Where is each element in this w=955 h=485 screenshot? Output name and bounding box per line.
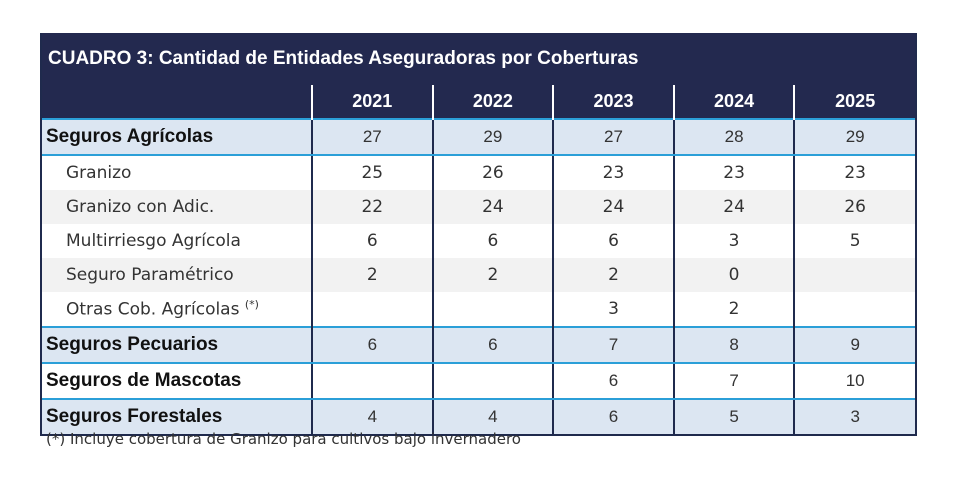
row-label: Seguros de Mascotas bbox=[42, 363, 312, 400]
cell-value: 23 bbox=[793, 155, 915, 190]
cell-value: 28 bbox=[672, 118, 795, 156]
header-year-2023: 2023 bbox=[552, 85, 674, 119]
cell-value: 27 bbox=[311, 118, 433, 156]
footnote-marker: (*) bbox=[244, 298, 259, 312]
footnote: (*) Incluye cobertura de Granizo para cu… bbox=[46, 430, 521, 448]
header-blank bbox=[42, 85, 312, 119]
row-label: Seguros Agrícolas bbox=[42, 118, 312, 156]
cell-value: 6 bbox=[552, 224, 674, 258]
row-seguros-pecuarios: Seguros Pecuarios 6 6 7 8 9 bbox=[42, 326, 915, 364]
row-seguro-parametrico: Seguro Paramétrico 2 2 2 0 bbox=[42, 258, 915, 292]
cell-value: 2 bbox=[311, 258, 433, 292]
cell-value: 7 bbox=[552, 326, 674, 364]
cell-value: 6 bbox=[311, 326, 433, 364]
cell-value: 23 bbox=[672, 155, 795, 190]
cell-value: 6 bbox=[431, 224, 554, 258]
row-granizo: Granizo 25 26 23 23 23 bbox=[42, 155, 915, 190]
row-multirriesgo-agricola: Multirriesgo Agrícola 6 6 6 3 5 bbox=[42, 224, 915, 258]
cell-value: 24 bbox=[431, 190, 554, 224]
cell-value: 2 bbox=[672, 292, 795, 327]
cell-value: 6 bbox=[311, 224, 433, 258]
cell-value: 3 bbox=[793, 399, 915, 434]
row-seguros-de-mascotas: Seguros de Mascotas 6 7 10 bbox=[42, 363, 915, 400]
row-seguros-forestales: Seguros Forestales 4 4 6 5 3 bbox=[42, 399, 915, 434]
cell-value bbox=[431, 292, 554, 327]
cell-value: 6 bbox=[552, 363, 674, 400]
header-year-2025: 2025 bbox=[793, 85, 915, 119]
cell-value: 4 bbox=[431, 399, 554, 434]
cell-value: 2 bbox=[552, 258, 674, 292]
header-year-2024: 2024 bbox=[672, 85, 795, 119]
cell-value: 26 bbox=[431, 155, 554, 190]
table-title: CUADRO 3: Cantidad de Entidades Asegurad… bbox=[42, 33, 915, 85]
cell-value: 27 bbox=[552, 118, 674, 156]
row-otras-cob-agricolas: Otras Cob. Agrícolas (*) 3 2 bbox=[42, 292, 915, 327]
cell-value bbox=[793, 292, 915, 327]
cell-value: 5 bbox=[672, 399, 795, 434]
header-row: 2021 2022 2023 2024 2025 bbox=[42, 85, 915, 119]
cell-value: 4 bbox=[311, 399, 433, 434]
cell-value: 29 bbox=[793, 118, 915, 156]
row-granizo-con-adic: Granizo con Adic. 22 24 24 24 26 bbox=[42, 190, 915, 224]
cell-value: 10 bbox=[793, 363, 915, 400]
cell-value: 22 bbox=[311, 190, 433, 224]
coverage-table: 2021 2022 2023 2024 2025 Seguros Agrícol… bbox=[42, 85, 915, 434]
row-label: Granizo con Adic. bbox=[42, 190, 312, 224]
cell-value: 26 bbox=[793, 190, 915, 224]
cell-value: 29 bbox=[431, 118, 554, 156]
cell-value: 3 bbox=[552, 292, 674, 327]
header-year-2021: 2021 bbox=[311, 85, 433, 119]
row-label: Granizo bbox=[66, 163, 132, 183]
cell-value: 24 bbox=[672, 190, 795, 224]
row-seguros-agricolas: Seguros Agrícolas 27 29 27 28 29 bbox=[42, 118, 915, 156]
cell-value: 5 bbox=[793, 224, 915, 258]
row-label: Seguro Paramétrico bbox=[42, 258, 312, 292]
cell-value bbox=[793, 258, 915, 292]
row-label: Seguros Forestales bbox=[42, 399, 312, 434]
cell-value: 9 bbox=[793, 326, 915, 364]
row-label-text: Otras Cob. Agrícolas bbox=[66, 299, 240, 320]
cell-value bbox=[311, 292, 433, 327]
row-label: Seguros Pecuarios bbox=[42, 326, 312, 364]
cell-value: 0 bbox=[672, 258, 795, 292]
row-label: Otras Cob. Agrícolas (*) bbox=[42, 292, 312, 327]
cell-value: 25 bbox=[311, 155, 433, 190]
cell-value: 6 bbox=[552, 399, 674, 434]
cell-value: 3 bbox=[672, 224, 795, 258]
row-label: Multirriesgo Agrícola bbox=[66, 231, 241, 251]
cell-value: 23 bbox=[552, 155, 674, 190]
cell-value: 24 bbox=[552, 190, 674, 224]
cell-value bbox=[311, 363, 433, 400]
cell-value bbox=[431, 363, 554, 400]
cell-value: 6 bbox=[431, 326, 554, 364]
cell-value: 7 bbox=[672, 363, 795, 400]
cell-value: 8 bbox=[672, 326, 795, 364]
cell-value: 2 bbox=[431, 258, 554, 292]
coverage-table-container: CUADRO 3: Cantidad de Entidades Asegurad… bbox=[40, 33, 917, 436]
header-year-2022: 2022 bbox=[431, 85, 554, 119]
